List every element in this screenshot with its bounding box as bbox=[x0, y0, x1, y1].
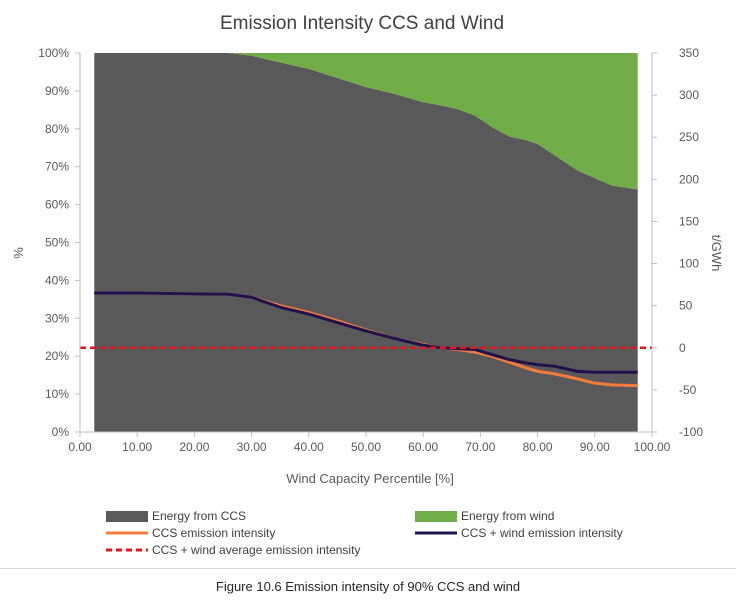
x-axis-title: Wind Capacity Percentile [%] bbox=[286, 471, 454, 486]
area-energy-from-ccs bbox=[94, 53, 638, 432]
legend-label-ccs-energy: Energy from CCS bbox=[152, 509, 246, 523]
area-layer bbox=[94, 53, 638, 432]
chart: Emission Intensity CCS and Wind 0.00 10.0… bbox=[11, 13, 724, 557]
x-tick-label: 100.00 bbox=[634, 440, 671, 454]
x-tick-label: 80.00 bbox=[523, 440, 553, 454]
legend-swatch-ccs-energy bbox=[106, 511, 148, 522]
y-right-tick-label: -50 bbox=[679, 383, 697, 397]
y-left-tick-label: 20% bbox=[45, 349, 69, 363]
legend-label-ccs-intensity: CCS emission intensity bbox=[152, 526, 275, 540]
legend-label-average-intensity: CCS + wind average emission intensity bbox=[152, 543, 360, 557]
x-tick-label: 90.00 bbox=[580, 440, 610, 454]
y-right-tick-label: 100 bbox=[679, 257, 699, 271]
y-left-tick-label: 70% bbox=[45, 160, 69, 174]
y-left-tick-label: 10% bbox=[45, 387, 69, 401]
y-left-tick-label: 90% bbox=[45, 84, 69, 98]
y-right-tick-label: 250 bbox=[679, 130, 699, 144]
legend: Energy from CCS Energy from wind CCS emi… bbox=[106, 509, 623, 557]
y-right-tick-label: 50 bbox=[679, 299, 693, 313]
y-left-tick-label: 100% bbox=[38, 46, 69, 60]
line-layer bbox=[80, 291, 652, 388]
x-tick-label: 0.00 bbox=[68, 440, 92, 454]
y-right-tick-label: 0 bbox=[679, 341, 686, 355]
y-axis-right-title: t/GWh bbox=[709, 235, 724, 272]
x-tick-label: 40.00 bbox=[294, 440, 324, 454]
legend-swatch-wind-energy bbox=[415, 511, 457, 522]
chart-title: Emission Intensity CCS and Wind bbox=[220, 13, 504, 34]
y-right-tick-label: -100 bbox=[679, 425, 703, 439]
y-left-tick-label: 0% bbox=[52, 425, 70, 439]
legend-label-combined-intensity: CCS + wind emission intensity bbox=[461, 526, 623, 540]
figure-caption: Figure 10.6 Emission intensity of 90% CC… bbox=[215, 579, 521, 594]
y-left-tick-label: 50% bbox=[45, 236, 69, 250]
y-left-tick-label: 80% bbox=[45, 122, 69, 136]
x-tick-label: 20.00 bbox=[179, 440, 209, 454]
legend-label-wind-energy: Energy from wind bbox=[461, 509, 554, 523]
x-tick-label: 60.00 bbox=[408, 440, 438, 454]
y-right-tick-label: 150 bbox=[679, 214, 699, 228]
y-right-tick-label: 300 bbox=[679, 88, 699, 102]
y-left-tick-label: 40% bbox=[45, 273, 69, 287]
y-left-tick-label: 60% bbox=[45, 198, 69, 212]
axis-layer bbox=[75, 52, 657, 437]
area-energy-from-wind bbox=[94, 53, 638, 190]
y-axis-left-title: % bbox=[11, 247, 26, 259]
x-tick-label: 30.00 bbox=[237, 440, 267, 454]
y-right-tick-label: 200 bbox=[679, 172, 699, 186]
y-right-tick-label: 350 bbox=[679, 46, 699, 60]
tick-layer: 0.00 10.00 20.00 30.00 40.00 50.00 60.00 70.00 8… bbox=[38, 46, 703, 454]
y-left-tick-label: 30% bbox=[45, 311, 69, 325]
x-tick-label: 10.00 bbox=[122, 440, 152, 454]
x-tick-label: 70.00 bbox=[465, 440, 495, 454]
x-tick-label: 50.00 bbox=[351, 440, 381, 454]
caption-divider bbox=[0, 568, 736, 569]
